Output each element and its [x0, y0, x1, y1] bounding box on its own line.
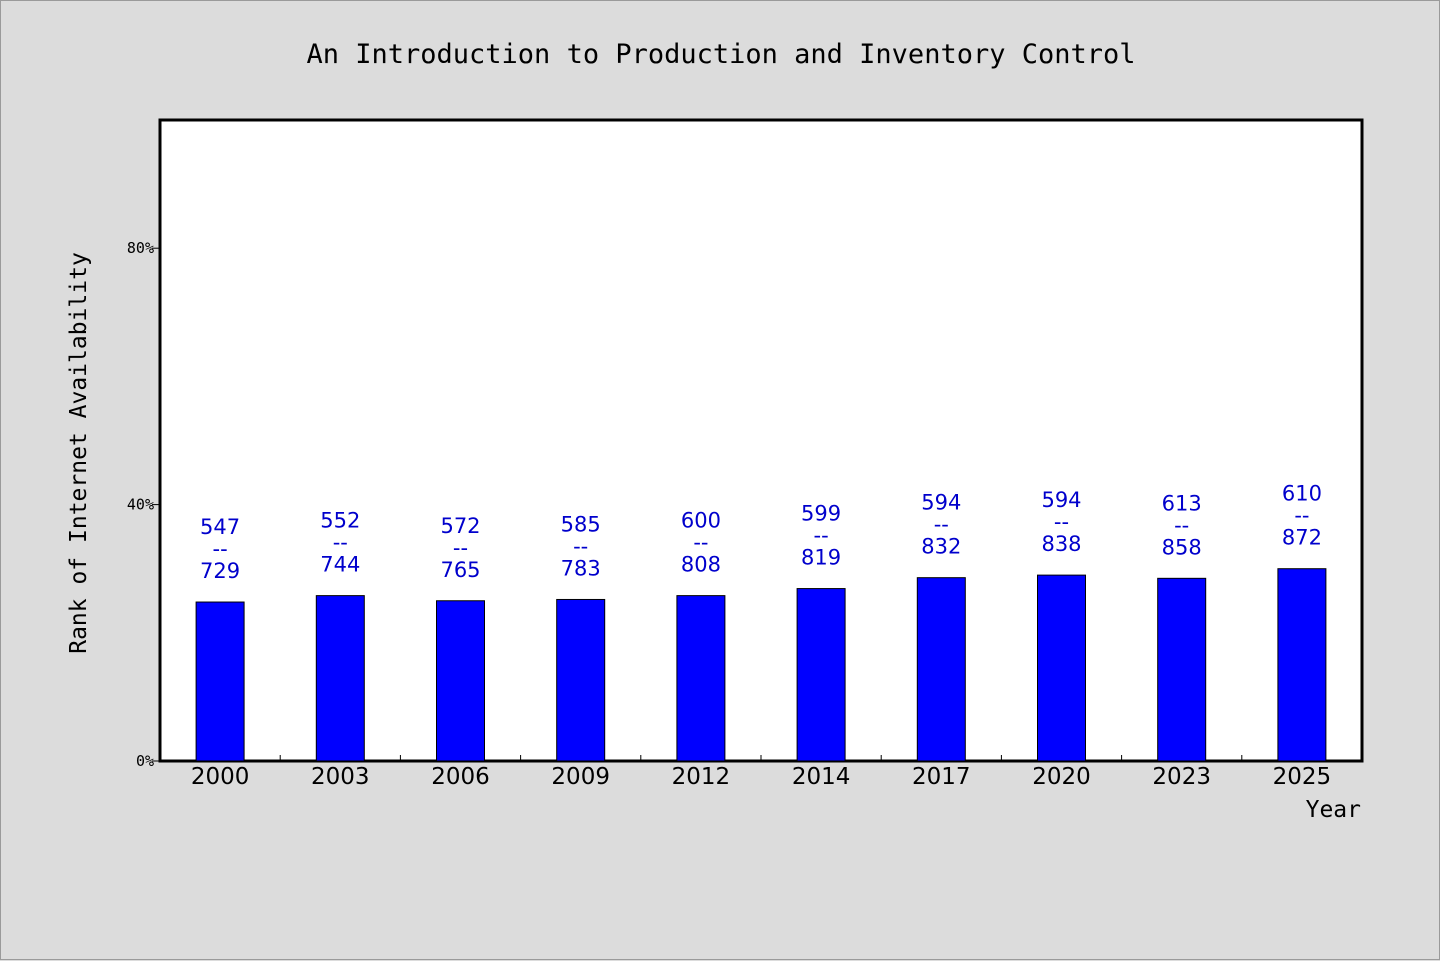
data-label-top: 594	[921, 491, 961, 515]
y-tick-label: 0%	[136, 752, 154, 770]
data-label-top: 594	[1041, 488, 1081, 512]
data-label-top: 552	[320, 509, 360, 533]
data-label-top: 572	[440, 514, 480, 538]
data-label-separator: --	[333, 531, 348, 555]
x-tick-labels: 2000 2003 2006 2009 2012 2014 2017 2020 2023 2025	[191, 764, 1331, 790]
y-tick-labels: 0% 40% 80%	[127, 239, 154, 770]
data-label-bottom: 832	[921, 535, 961, 559]
x-tick-label: 2000	[191, 764, 250, 790]
x-tick-label: 2014	[792, 764, 851, 790]
data-label-top: 613	[1162, 491, 1202, 515]
bars	[195, 568, 1327, 762]
data-label-bottom: 819	[801, 546, 841, 570]
data-label-top: 599	[801, 502, 841, 526]
bar	[1277, 568, 1327, 762]
data-label-separator: --	[1174, 513, 1189, 537]
data-label-separator: --	[1054, 510, 1069, 534]
data-label-bottom: 744	[320, 553, 360, 577]
bar	[436, 600, 485, 762]
data-label-separator: --	[814, 524, 829, 548]
y-axis-label: Rank of Internet Availability	[66, 252, 92, 654]
x-tick-label: 2009	[551, 764, 610, 790]
data-label-separator: --	[1294, 504, 1309, 528]
data-label-top: 547	[200, 515, 240, 539]
x-tick-label: 2003	[311, 764, 370, 790]
data-label-bottom: 765	[440, 558, 480, 582]
data-label-bottom: 858	[1162, 535, 1202, 559]
data-label-top: 600	[681, 509, 721, 533]
data-label-bottom: 872	[1282, 526, 1322, 550]
bar	[676, 595, 726, 762]
bar	[195, 601, 245, 762]
x-tick-label: 2006	[431, 764, 490, 790]
data-labels: 547--729552--744572--765585--783600--808…	[200, 482, 1322, 583]
axis-ticks	[152, 247, 1243, 762]
chart-title: An Introduction to Production and Invent…	[306, 39, 1135, 70]
x-tick-label: 2012	[672, 764, 731, 790]
bar	[556, 598, 606, 762]
bar	[796, 588, 846, 762]
x-tick-label: 2020	[1032, 764, 1091, 790]
data-label-separator: --	[934, 513, 949, 537]
x-tick-label: 2023	[1152, 764, 1211, 790]
data-label-bottom: 838	[1041, 532, 1081, 556]
data-label-top: 585	[561, 512, 601, 536]
x-tick-label: 2025	[1273, 764, 1332, 790]
data-label-separator: --	[213, 537, 228, 561]
data-label-separator: --	[573, 534, 588, 558]
bar	[916, 577, 966, 762]
bar	[1037, 574, 1086, 762]
data-label-top: 610	[1282, 482, 1322, 506]
y-tick-label: 80%	[127, 239, 154, 257]
data-label-bottom: 729	[200, 559, 240, 583]
data-label-bottom: 808	[681, 553, 721, 577]
bar	[315, 595, 365, 762]
data-label-separator: --	[453, 536, 468, 560]
bar	[1157, 577, 1207, 762]
data-label-separator: --	[693, 531, 708, 555]
x-tick-label: 2017	[912, 764, 971, 790]
data-label-bottom: 783	[561, 556, 601, 580]
x-axis-label: Year	[1306, 797, 1361, 823]
y-tick-label: 40%	[127, 496, 154, 514]
